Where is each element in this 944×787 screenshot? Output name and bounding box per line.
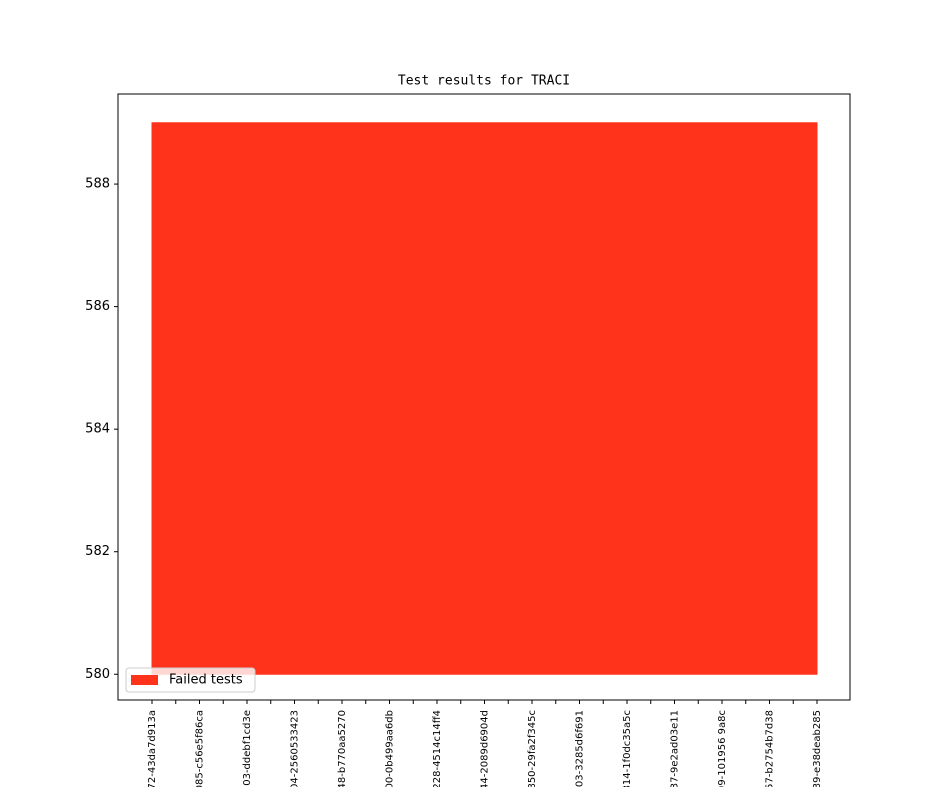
x-tick-label: 37-9e2ad03e11	[670, 710, 681, 787]
legend: Failed tests	[125, 667, 256, 693]
x-tick-label: 085-c56e5f86ca	[195, 710, 206, 787]
x-tick-label: 44-2089d6904d	[480, 710, 491, 787]
y-tick-label: 584	[85, 422, 110, 437]
y-tick-label: 588	[85, 177, 110, 192]
x-tick-label: 228-4514c14ff4	[432, 710, 443, 787]
y-tick-label: 580	[85, 667, 110, 682]
x-tick-label: 03-ddebf1cd3e	[242, 710, 253, 786]
x-tick-label: 00-0b499aa6db	[385, 710, 396, 787]
legend-label: Failed tests	[169, 673, 243, 688]
x-tick-label: 57-b2754b7d38	[765, 710, 776, 787]
x-tick-label: 39-e38deab285	[812, 710, 823, 787]
chart-title: Test results for TRACI	[398, 74, 570, 89]
legend-swatch	[131, 675, 158, 685]
legend-frame	[125, 667, 256, 693]
y-tick-label: 582	[85, 544, 110, 559]
y-tick-label: 586	[85, 299, 110, 314]
area	[151, 122, 818, 675]
x-tick-label: 04-2560533423	[290, 710, 301, 787]
x-tick-label: 814-1f0dc35a5c	[622, 710, 633, 787]
x-tick-label: 850-29fa2f345c	[527, 710, 538, 787]
x-tick-label: 99-101956 9a8c	[717, 710, 728, 787]
x-tick-label: 72-43da7d913a	[147, 710, 158, 787]
x-tick-label: 03-3285d6f691	[575, 710, 586, 787]
x-tick-label: 48-b770aa5270	[337, 710, 348, 787]
